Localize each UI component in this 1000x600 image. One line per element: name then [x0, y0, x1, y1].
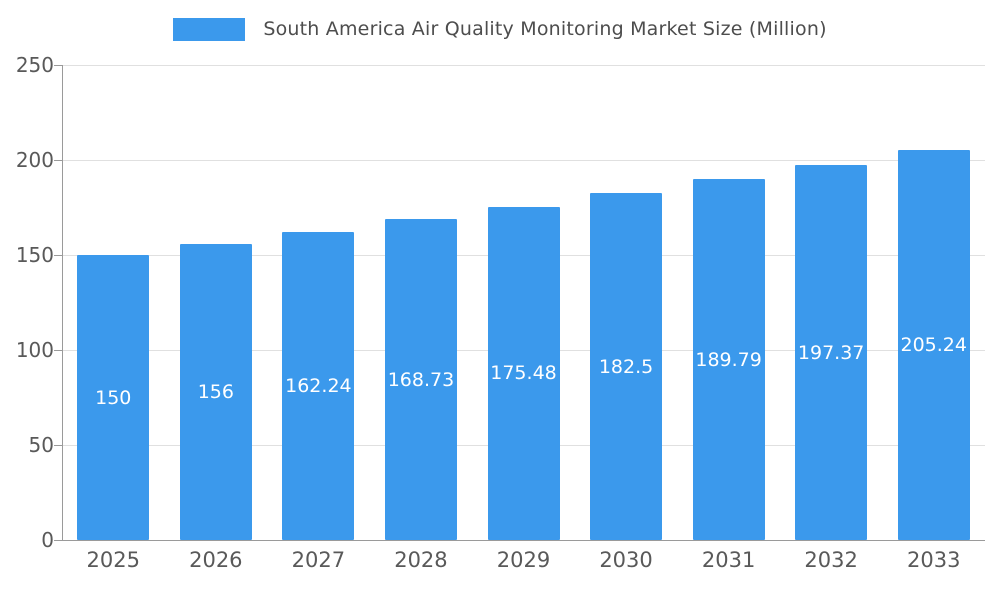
x-tick-label-2031: 2031: [701, 548, 756, 572]
bar-value-label: 150: [95, 386, 132, 409]
gridline: [63, 160, 985, 161]
x-tick-label-2030: 2030: [599, 548, 653, 572]
x-tick-label-2033: 2033: [906, 548, 961, 572]
bar-value-label: 175.48: [490, 362, 557, 385]
bar-value-label: 205.24: [900, 334, 967, 357]
y-tick-label: 250: [15, 53, 54, 77]
bar-value-label: 182.5: [598, 355, 654, 378]
x-tick-label-2029: 2029: [496, 548, 551, 572]
bar-value-label: 168.73: [387, 368, 455, 391]
chart-legend: South America Air Quality Monitoring Mar…: [0, 14, 1000, 44]
bar-2033[interactable]: 205.24: [897, 150, 970, 540]
y-tick-mark: [54, 160, 62, 161]
x-tick-label-2027: 2027: [291, 548, 346, 572]
bar-2032[interactable]: 197.37: [795, 165, 868, 540]
x-tick-label-2025: 2025: [86, 548, 140, 572]
y-tick-mark: [54, 445, 62, 446]
bar-value-label: 197.37: [797, 341, 865, 364]
y-axis-line: [62, 65, 63, 540]
bar-value-label: 156: [197, 380, 234, 403]
gridline: [63, 65, 985, 66]
y-tick-mark: [54, 350, 62, 351]
y-tick-mark: [54, 65, 62, 66]
bar-2031[interactable]: 189.79: [692, 179, 765, 540]
y-tick-label: 0: [41, 528, 54, 552]
plot-area: 0 50 100 150 200 250 150 156 162.24 168.73 175.48…: [16, 53, 985, 552]
bar-2026[interactable]: 156: [179, 243, 252, 540]
x-tick-label-2032: 2032: [804, 548, 858, 572]
legend-swatch[interactable]: [173, 17, 246, 41]
x-tick-label-2028: 2028: [394, 548, 448, 572]
bar-value-label: 162.24: [285, 374, 352, 397]
bar-2025[interactable]: 150: [77, 255, 150, 540]
x-axis-line: [62, 540, 985, 541]
bar-2027[interactable]: 162.24: [282, 231, 355, 540]
y-tick-label: 150: [15, 243, 54, 267]
y-tick-mark: [54, 540, 62, 541]
bar-2029[interactable]: 175.48: [487, 206, 560, 540]
y-tick-label: 200: [15, 148, 54, 172]
bar-2030[interactable]: 182.5: [590, 193, 663, 540]
bar-2028[interactable]: 168.73: [384, 219, 457, 540]
chart-title: South America Air Quality Monitoring Mar…: [263, 18, 827, 40]
x-tick-label-2026: 2026: [189, 548, 243, 572]
y-tick-label: 100: [15, 338, 54, 362]
y-tick-label: 50: [28, 433, 54, 457]
bar-value-label: 189.79: [695, 348, 762, 371]
y-tick-mark: [54, 255, 62, 256]
